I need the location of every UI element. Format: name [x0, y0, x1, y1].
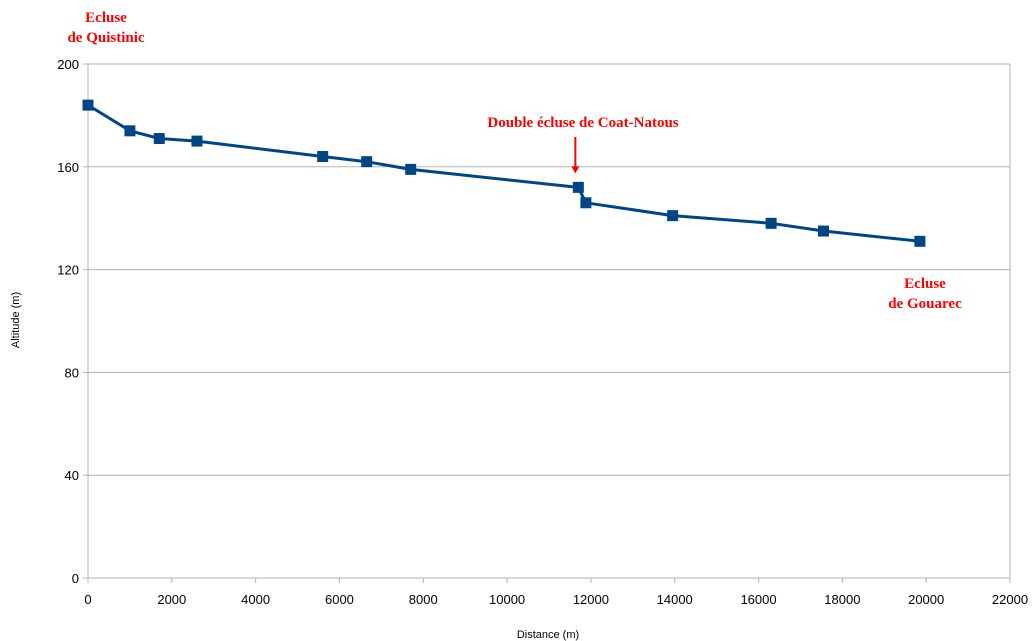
y-axis-title: Altitude (m) — [10, 292, 22, 348]
data-point-marker — [818, 225, 830, 237]
annotation-arrow-head — [571, 166, 580, 174]
y-tick-label: 120 — [57, 263, 79, 278]
x-tick-labels: 0 2000 4000 6000 8000 10000 12000 14000 16000 180… — [84, 592, 1028, 607]
annotation-ecluse-quistinic-line: Ecluse — [85, 10, 127, 26]
x-tick-label: 14000 — [657, 592, 693, 607]
data-point-marker — [580, 197, 592, 209]
data-point-marker — [914, 235, 926, 247]
x-tick-label: 18000 — [824, 592, 860, 607]
data-point-marker — [82, 99, 94, 111]
annotation-ecluse-gouarec-line: de Gouarec — [888, 296, 962, 312]
data-point-marker — [361, 156, 373, 168]
x-axis-title: Distance (m) — [517, 629, 579, 641]
data-point-marker — [317, 151, 329, 163]
y-tick-label: 40 — [65, 468, 79, 483]
data-point-marker — [405, 163, 417, 175]
x-tick-label: 0 — [84, 592, 91, 607]
annotation-double-ecluse-coat-natous-line: Double écluse de Coat-Natous — [487, 115, 678, 131]
x-tick-label: 2000 — [157, 592, 186, 607]
data-point-marker — [191, 135, 203, 147]
series-layer — [82, 99, 926, 247]
x-tick-label: 22000 — [992, 592, 1028, 607]
x-tick-label: 10000 — [489, 592, 525, 607]
y-tick-label: 80 — [65, 365, 79, 380]
x-tick-label: 20000 — [908, 592, 944, 607]
data-point-marker — [124, 125, 136, 137]
annotation-ecluse-gouarec-line: Ecluse — [904, 276, 946, 292]
data-point-marker — [765, 217, 777, 229]
x-tick-label: 6000 — [325, 592, 354, 607]
y-tick-label: 200 — [57, 57, 79, 72]
y-tick-label: 0 — [72, 571, 79, 586]
y-tick-label: 160 — [57, 160, 79, 175]
x-tick-label: 8000 — [409, 592, 438, 607]
data-point-marker — [667, 210, 679, 222]
data-point-marker — [572, 181, 584, 193]
data-point-marker — [153, 133, 165, 145]
axes — [83, 63, 1011, 583]
grid-lines — [88, 63, 1010, 476]
annotation-ecluse-quistinic-line: de Quistinic — [67, 30, 144, 46]
y-tick-labels: 0 40 80 120 160 200 — [57, 57, 79, 586]
x-tick-label: 16000 — [740, 592, 776, 607]
x-tick-label: 12000 — [573, 592, 609, 607]
annotations-layer: Ecluse de Quistinic Double écluse de Coat-… — [67, 10, 962, 312]
x-tick-label: 4000 — [241, 592, 270, 607]
